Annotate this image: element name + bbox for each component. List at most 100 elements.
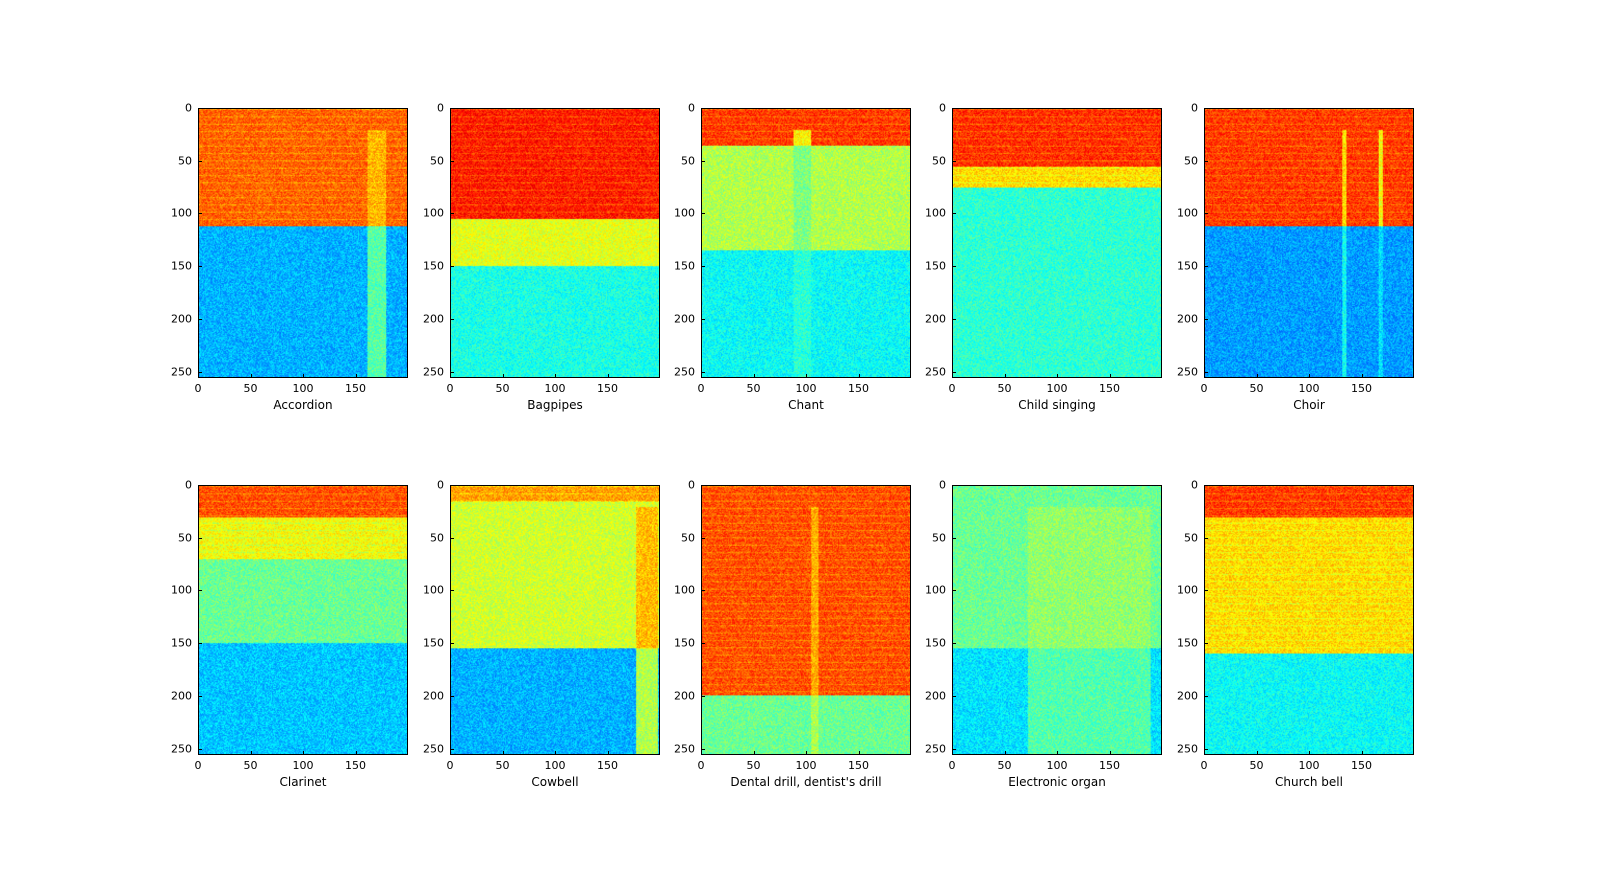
x-tick-mark xyxy=(502,374,504,378)
y-tick-mark xyxy=(1204,485,1208,486)
y-tick-label: 100 xyxy=(171,206,192,220)
y-tick-mark xyxy=(1204,590,1208,592)
heatmap-cells xyxy=(199,486,407,754)
y-tick-mark xyxy=(450,485,454,486)
y-tick-label: 200 xyxy=(674,312,695,326)
y-tick-mark xyxy=(701,748,705,750)
y-tick-label: 200 xyxy=(423,689,444,703)
y-tick-mark xyxy=(450,537,454,539)
y-tick-mark xyxy=(198,643,202,645)
y-tick-mark xyxy=(701,160,705,162)
spectrogram-panel: 0 50 100 150 200 250 0 50 100 150 Electronic organ xyxy=(922,479,1162,813)
spectrogram-panel: 0 50 100 150 200 250 0 50 100 150 Dental drill, de… xyxy=(671,479,911,813)
y-tick-mark xyxy=(198,108,202,109)
x-tick-label: 150 xyxy=(848,382,869,395)
y-tick-label: 0 xyxy=(437,101,444,115)
y-tick-mark xyxy=(701,266,705,268)
y-tick-mark xyxy=(952,318,956,320)
y-tick-mark xyxy=(952,108,956,109)
y-tick-mark xyxy=(198,318,202,320)
x-tick-label: 0 xyxy=(948,759,956,772)
heatmap-cells xyxy=(1205,109,1413,377)
x-tick-mark xyxy=(1361,751,1363,755)
x-tick-mark xyxy=(355,751,357,755)
y-tick-label: 200 xyxy=(1177,689,1198,703)
x-tick-mark xyxy=(607,751,609,755)
spectrogram-heatmap xyxy=(198,108,408,378)
x-tick-label: 50 xyxy=(997,382,1012,395)
x-tick-mark xyxy=(355,374,357,378)
y-tick-mark xyxy=(198,160,202,162)
y-tick-label: 250 xyxy=(674,742,695,756)
y-tick-label: 50 xyxy=(178,531,192,545)
heatmap-cells xyxy=(702,109,910,377)
x-tick-mark xyxy=(250,751,252,755)
y-tick-label: 50 xyxy=(178,154,192,168)
y-tick-label: 100 xyxy=(423,206,444,220)
x-tick-mark xyxy=(1256,751,1258,755)
x-tick-mark xyxy=(753,751,755,755)
spectrogram-heatmap xyxy=(952,485,1162,755)
y-tick-mark xyxy=(701,590,705,592)
x-tick-mark xyxy=(1057,374,1058,378)
y-tick-mark xyxy=(198,695,202,697)
x-tick-mark xyxy=(303,751,304,755)
spectrogram-panel: 0 50 100 150 200 250 0 50 100 150 Accordion xyxy=(168,102,408,436)
spectrogram-panel: 0 50 100 150 200 250 0 50 100 150 Clarinet xyxy=(168,479,408,813)
y-tick-label: 150 xyxy=(925,636,946,650)
y-tick-label: 150 xyxy=(1177,259,1198,273)
y-tick-mark xyxy=(952,213,956,215)
heatmap-cells xyxy=(953,486,1161,754)
x-tick-mark xyxy=(1057,751,1058,755)
x-tick-mark xyxy=(555,374,556,378)
x-tick-mark xyxy=(753,374,755,378)
x-tick-label: 150 xyxy=(1351,759,1372,772)
x-tick-mark xyxy=(502,751,504,755)
x-tick-mark xyxy=(1204,751,1205,755)
y-tick-mark xyxy=(952,371,956,373)
y-tick-label: 200 xyxy=(423,312,444,326)
x-tick-label: 100 xyxy=(1046,382,1068,395)
heatmap-cells xyxy=(451,109,659,377)
x-tick-mark xyxy=(1109,751,1111,755)
spectrogram-heatmap xyxy=(450,485,660,755)
y-tick-label: 0 xyxy=(185,101,192,115)
x-tick-label: 100 xyxy=(1298,382,1320,395)
x-tick-label: 0 xyxy=(948,382,956,395)
x-tick-label: 0 xyxy=(446,759,454,772)
x-tick-label: 0 xyxy=(194,382,202,395)
x-tick-label: 0 xyxy=(1200,382,1208,395)
x-tick-label: 50 xyxy=(1249,382,1264,395)
y-tick-mark xyxy=(450,371,454,373)
y-tick-mark xyxy=(1204,695,1208,697)
y-tick-label: 50 xyxy=(681,531,695,545)
y-tick-label: 50 xyxy=(932,531,946,545)
x-tick-mark xyxy=(198,751,199,755)
y-tick-label: 200 xyxy=(925,689,946,703)
y-tick-label: 200 xyxy=(1177,312,1198,326)
x-tick-label: 150 xyxy=(345,382,366,395)
x-tick-label: 50 xyxy=(1249,759,1264,772)
x-tick-label: 50 xyxy=(243,382,258,395)
x-tick-mark xyxy=(1309,374,1310,378)
y-tick-mark xyxy=(952,748,956,750)
y-tick-label: 150 xyxy=(1177,636,1198,650)
y-tick-mark xyxy=(450,643,454,645)
spectrogram-panel: 0 50 100 150 200 250 0 50 100 150 Choir xyxy=(1174,102,1414,436)
x-tick-label: 100 xyxy=(1046,759,1068,772)
x-axis-label: Church bell xyxy=(1275,775,1343,789)
x-axis-label: Choir xyxy=(1293,398,1325,412)
x-tick-label: 0 xyxy=(697,759,705,772)
y-tick-label: 100 xyxy=(423,583,444,597)
y-tick-mark xyxy=(450,318,454,320)
y-tick-label: 100 xyxy=(1177,206,1198,220)
y-tick-label: 250 xyxy=(1177,365,1198,379)
y-tick-label: 50 xyxy=(932,154,946,168)
x-tick-label: 100 xyxy=(292,382,314,395)
y-tick-label: 250 xyxy=(674,365,695,379)
y-tick-label: 50 xyxy=(1184,154,1198,168)
y-tick-mark xyxy=(198,371,202,373)
y-tick-label: 200 xyxy=(925,312,946,326)
x-tick-label: 50 xyxy=(746,382,761,395)
